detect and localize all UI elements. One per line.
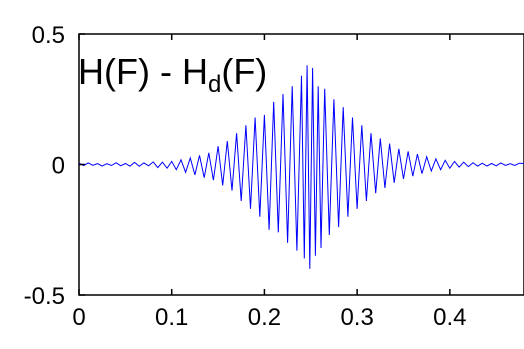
- series-line-0: [78, 65, 524, 269]
- y-axis-ticks: 0.5 0 -0.5: [24, 22, 85, 310]
- y-tick-label-2: -0.5: [24, 283, 65, 310]
- chart-title: H(F) - Hd(F): [78, 51, 267, 98]
- y-tick-label-0: 0.5: [32, 22, 65, 49]
- y-tick-label-1: 0: [52, 153, 65, 180]
- x-tick-label-3: 0.3: [340, 304, 373, 331]
- chart-title-main: H(F) - H: [78, 51, 208, 92]
- chart-title-suffix: (F): [221, 51, 267, 92]
- x-tick-label-4: 0.4: [433, 304, 466, 331]
- x-tick-label-2: 0.2: [248, 304, 281, 331]
- x-axis-ticks: 0 0.1 0.2 0.3 0.4: [72, 34, 467, 331]
- x-tick-label-1: 0.1: [155, 304, 188, 331]
- x-tick-label-0: 0: [72, 304, 85, 331]
- chart-title-subscript: d: [208, 71, 221, 98]
- series-layer: [78, 65, 524, 269]
